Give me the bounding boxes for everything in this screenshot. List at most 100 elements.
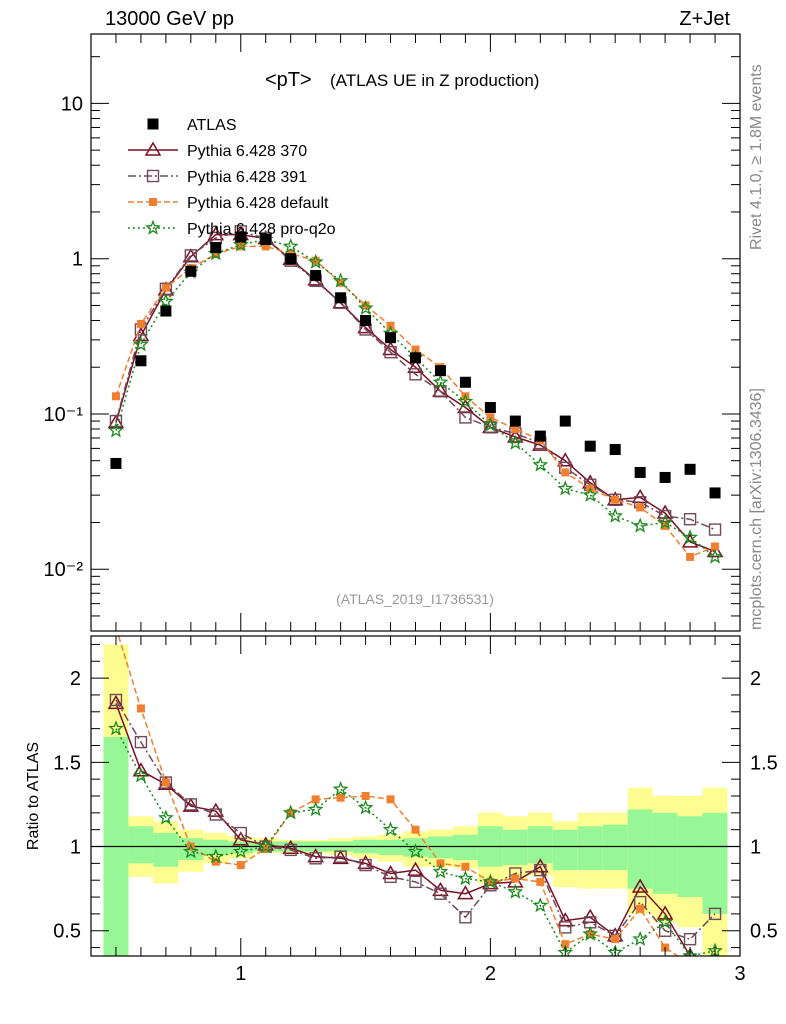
legend-label: ATLAS xyxy=(187,117,237,134)
ratio-point xyxy=(236,861,245,870)
atlas-data-point xyxy=(434,365,446,377)
legend-label: Pythia 6.428 pro-q2o xyxy=(187,221,336,238)
atlas-data-point xyxy=(484,402,496,414)
ratio-point xyxy=(159,776,173,789)
stat-band xyxy=(552,829,578,871)
ratio-point xyxy=(432,881,449,897)
star-marker xyxy=(282,238,299,254)
series-point xyxy=(561,468,570,477)
square-marker xyxy=(384,345,397,359)
square-marker xyxy=(683,512,697,526)
square-marker xyxy=(459,411,472,424)
square-marker xyxy=(636,503,645,512)
stat-band xyxy=(203,839,229,855)
star-marker xyxy=(382,821,399,837)
data-square-marker xyxy=(310,269,322,281)
atlas-data-point xyxy=(584,440,596,452)
square-marker xyxy=(184,249,198,262)
data-square-marker xyxy=(147,118,159,130)
square-marker xyxy=(536,877,545,886)
ratio-point xyxy=(158,809,174,825)
triangle-marker xyxy=(656,504,674,519)
atlas-data-point xyxy=(335,292,347,304)
star-marker xyxy=(407,843,424,859)
square-marker xyxy=(434,887,447,900)
ratio-point xyxy=(382,821,399,837)
data-square-marker xyxy=(135,355,147,367)
legend-marker xyxy=(144,141,162,156)
legend-entry: Pythia 6.428 default xyxy=(128,195,329,212)
ratio-point xyxy=(134,735,148,749)
ratio-y-tick-label: 0.5 xyxy=(750,921,778,943)
ratio-point xyxy=(632,930,649,946)
y-tick-label: 10⁻¹ xyxy=(44,404,84,426)
series-line xyxy=(115,238,716,558)
stat-band xyxy=(577,826,603,871)
series-point xyxy=(161,283,170,292)
series-point xyxy=(432,374,449,389)
ratio-point xyxy=(307,801,324,817)
series-point xyxy=(632,517,649,533)
ratio-line xyxy=(117,636,679,956)
square-marker xyxy=(384,870,397,884)
ratio-point xyxy=(411,825,420,834)
star-marker xyxy=(182,843,199,859)
ratio-point xyxy=(257,838,274,854)
stat-band xyxy=(502,829,528,866)
stat-band xyxy=(527,826,553,864)
ratio-point xyxy=(536,877,545,886)
series-point xyxy=(357,299,374,315)
square-marker xyxy=(461,862,470,871)
ratio-point xyxy=(656,905,674,920)
star-marker xyxy=(682,529,699,545)
series-point xyxy=(158,293,174,309)
legend-label: Pythia 6.428 370 xyxy=(187,143,307,160)
triangle-marker xyxy=(207,802,225,817)
ratio-point xyxy=(307,848,324,863)
ratio-point xyxy=(109,693,123,707)
y-tick-label: 10 xyxy=(61,93,83,115)
square-marker xyxy=(184,798,198,811)
ratio-point xyxy=(361,792,370,800)
ratio-y-label: Ratio to ATLAS xyxy=(25,742,42,850)
square-marker xyxy=(261,844,270,853)
atlas-data-point xyxy=(684,463,696,475)
square-marker xyxy=(683,932,697,946)
triangle-marker xyxy=(207,226,225,241)
square-marker xyxy=(236,861,245,870)
legend-entry: Pythia 6.428 391 xyxy=(128,169,307,186)
ratio-point xyxy=(207,802,225,817)
ratio-point xyxy=(657,913,674,930)
x-tick-label: 2 xyxy=(485,963,496,985)
ratio-point xyxy=(561,940,570,949)
ratio-point xyxy=(357,799,374,815)
star-marker xyxy=(432,374,449,389)
series-point xyxy=(111,392,120,401)
ratio-point xyxy=(184,798,198,811)
ratio-point xyxy=(636,904,645,913)
series-point xyxy=(608,493,622,506)
data-square-marker xyxy=(684,463,696,475)
square-marker xyxy=(559,921,572,934)
ratio-point xyxy=(409,875,422,889)
square-marker xyxy=(336,793,345,802)
series-line xyxy=(115,245,716,558)
ratio-y-axis: 2 2 1.5 1.5 1 1 0.5 0.5 xyxy=(53,643,778,949)
star-marker xyxy=(207,848,224,864)
star-marker xyxy=(158,293,174,309)
star-marker xyxy=(682,947,699,956)
ratio-point xyxy=(282,839,299,854)
atlas-data-point xyxy=(110,457,122,469)
atlas-data-point xyxy=(509,415,521,427)
series-point xyxy=(307,253,324,269)
square-marker xyxy=(109,414,123,428)
series-point xyxy=(211,250,220,259)
square-marker xyxy=(608,493,622,506)
series-point xyxy=(407,358,424,373)
ratio-point xyxy=(457,870,474,886)
y-tick-label: 1 xyxy=(72,249,83,271)
square-marker xyxy=(436,859,445,868)
ratio-point xyxy=(436,859,445,868)
atlas-data-point xyxy=(210,242,222,254)
legend-label: Pythia 6.428 default xyxy=(187,195,329,212)
